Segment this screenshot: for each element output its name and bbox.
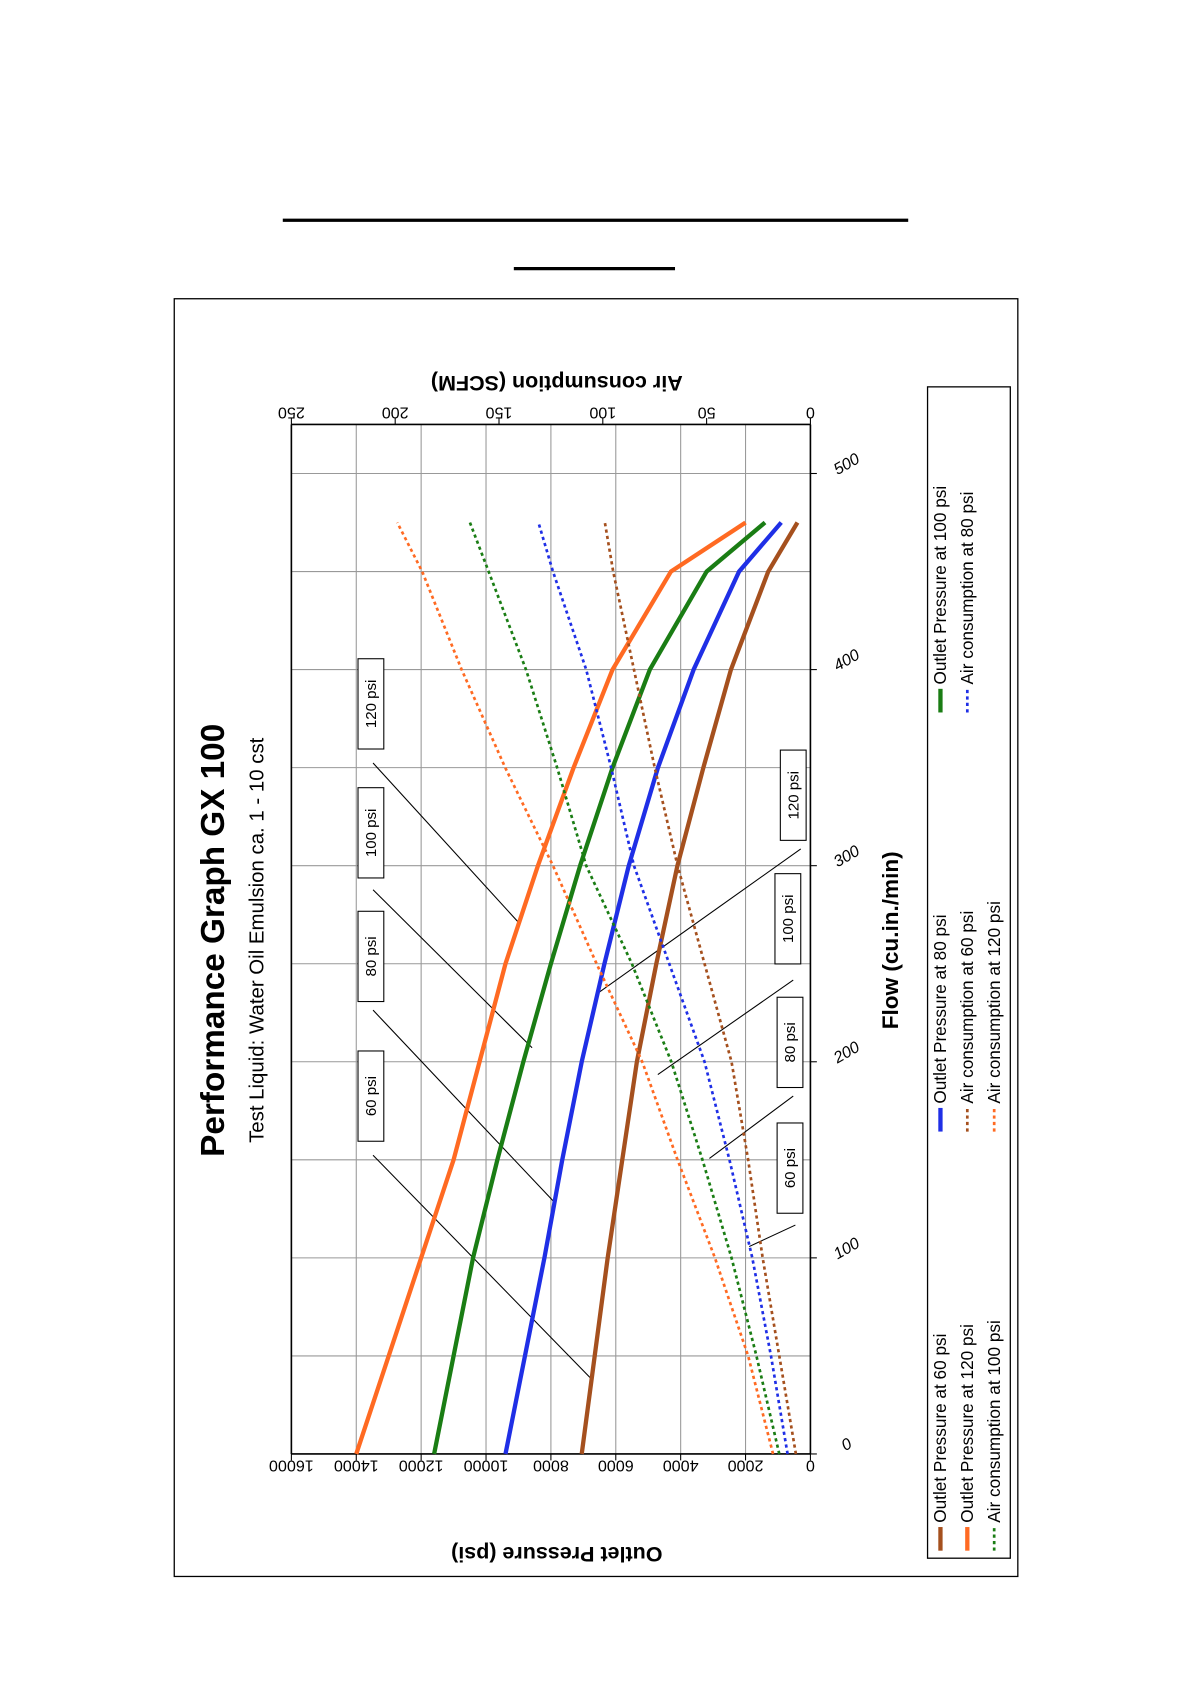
y-axis-label: Outlet Pressure (psi): [451, 1542, 662, 1566]
annotation-leader: [709, 1095, 794, 1159]
chart-frame: [173, 298, 1019, 1578]
chart-title: Performance Graph GX 100: [195, 724, 232, 1157]
legend-label: Air consumption at 60 psi: [957, 911, 977, 1104]
x-tick-label: 0: [838, 1435, 855, 1455]
chart: Performance Graph GX 100 Test Liquid: Wa…: [195, 371, 1011, 1566]
annotation-leader: [748, 1224, 796, 1248]
annotation: 100 psi: [363, 809, 380, 857]
legend-label: Air consumption at 80 psi: [957, 492, 977, 685]
series-line: [396, 521, 775, 1455]
series-line: [579, 521, 800, 1455]
y-tick-label: 10000: [464, 1456, 509, 1474]
y-tick-label: 0: [806, 1456, 815, 1474]
annotation: 120 psi: [785, 771, 802, 819]
y2-tick-label: 200: [382, 403, 409, 421]
legend-label: Outlet Pressure at 60 psi: [930, 1334, 950, 1523]
annotation-box: [357, 1050, 385, 1142]
y-tick-label: 2000: [728, 1456, 764, 1474]
legend-label: Outlet Pressure at 80 psi: [930, 914, 950, 1103]
legend-label: Outlet Pressure at 120 psi: [957, 1324, 977, 1523]
y-tick-label: 14000: [334, 1456, 379, 1474]
annotation-box: [776, 1122, 804, 1214]
legend-label: Air consumption at 120 psi: [984, 901, 1004, 1104]
x-axis-label: Flow (cu.in./min): [878, 851, 903, 1029]
annotation-box: [774, 873, 802, 965]
x-tick-label: 400: [830, 646, 862, 675]
x-tick-label: 100: [830, 1234, 862, 1263]
y-tick-label: 12000: [399, 1456, 444, 1474]
legend-box: [926, 386, 1011, 1559]
annotation: 80 psi: [363, 936, 380, 976]
annotation: 60 psi: [363, 1076, 380, 1116]
annotation-leader: [372, 762, 519, 923]
y2-tick-label: 100: [589, 403, 616, 421]
annotation-leader: [596, 848, 802, 995]
chart-subtitle: Test Liquid: Water Oil Emulsion ca. 1 - …: [246, 737, 268, 1143]
series-line: [354, 520, 747, 1455]
x-tick-label: 300: [830, 842, 862, 871]
y-tick-label: 6000: [598, 1456, 634, 1474]
annotation: 120 psi: [363, 680, 380, 728]
annotation: 60 psi: [782, 1148, 799, 1188]
annotation-box: [776, 996, 804, 1089]
annotation-box: [357, 787, 385, 879]
series-line: [603, 522, 798, 1455]
x-tick-label: 500: [830, 450, 862, 479]
series-line: [537, 522, 789, 1455]
y2-tick-label: 50: [698, 403, 716, 421]
x-tick-label: 200: [830, 1038, 863, 1068]
y-tick-label: 16000: [269, 1456, 314, 1474]
y2-tick-label: 0: [806, 403, 815, 421]
y2-tick-label: 250: [278, 403, 305, 421]
y-tick-label: 4000: [663, 1456, 699, 1474]
series-line: [503, 521, 783, 1455]
annotation: 100 psi: [780, 895, 797, 943]
y2-axis-label: Air consumption (SCFM): [431, 371, 683, 395]
annotation-box: [357, 910, 385, 1003]
series-line: [432, 520, 767, 1455]
annotation-leader: [372, 1154, 592, 1380]
legend-label: Outlet Pressure at 100 psi: [930, 486, 950, 685]
y-tick-label: 8000: [533, 1456, 569, 1474]
annotation-leader: [372, 889, 533, 1049]
series-line: [468, 522, 781, 1455]
annotation-box: [779, 749, 807, 841]
annotation-leader: [657, 979, 794, 1076]
legend-label: Air consumption at 100 psi: [984, 1320, 1004, 1523]
annotation-leader: [372, 1009, 554, 1202]
annotation-box: [357, 658, 385, 750]
annotation: 80 psi: [782, 1022, 799, 1062]
y2-tick-label: 150: [486, 403, 513, 421]
